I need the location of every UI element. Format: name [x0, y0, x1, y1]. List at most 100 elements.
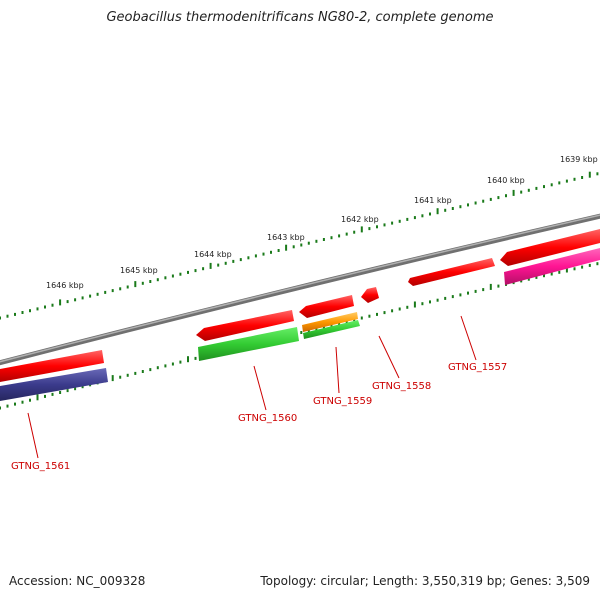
- gene-arrow-1557[interactable]: [408, 258, 495, 286]
- gene-bar-magenta[interactable]: [504, 248, 600, 285]
- kbp-label: 1642 kbp: [341, 215, 379, 224]
- gene-label-1558[interactable]: GTNG_1558: [372, 381, 431, 392]
- minor-tick: [119, 375, 122, 379]
- major-tick: [489, 283, 492, 290]
- accession-text: Accession: NC_009328: [9, 574, 146, 588]
- minor-tick: [527, 277, 530, 281]
- minor-tick: [247, 256, 250, 260]
- major-tick: [360, 226, 363, 233]
- leader-line-1558: [378, 335, 400, 379]
- minor-tick: [89, 294, 92, 298]
- genome-backbone: [0, 213, 600, 366]
- minor-tick: [573, 177, 576, 181]
- major-tick: [436, 208, 439, 215]
- major-tick: [134, 281, 137, 288]
- minor-tick: [527, 188, 530, 192]
- minor-tick: [224, 261, 227, 265]
- forward-strand-genes: [0, 229, 600, 382]
- kbp-labels: 1639 kbp 1640 kbp 1641 kbp 1642 kbp 1643…: [46, 155, 598, 290]
- minor-tick: [141, 281, 144, 285]
- minor-tick: [44, 305, 46, 309]
- minor-tick: [44, 394, 46, 398]
- gene-bar-1559-orange[interactable]: [302, 312, 358, 332]
- minor-tick: [21, 400, 24, 404]
- gene-label-1559[interactable]: GTNG_1559: [313, 396, 372, 407]
- minor-tick: [429, 300, 431, 304]
- minor-tick: [421, 214, 424, 218]
- kbp-label: 1640 kbp: [487, 176, 525, 185]
- gene-label-1561[interactable]: GTNG_1561: [11, 461, 70, 472]
- minor-tick: [520, 279, 523, 283]
- gene-bar-1561-purple[interactable]: [0, 368, 108, 401]
- gene-arrow-1556[interactable]: [500, 229, 600, 266]
- minor-tick: [292, 245, 295, 249]
- gene-arrow-1558[interactable]: [361, 287, 379, 303]
- minor-tick: [149, 368, 152, 372]
- minor-tick: [21, 311, 24, 314]
- minor-tick: [171, 274, 174, 278]
- minor-tick: [581, 265, 584, 269]
- minor-tick: [413, 216, 416, 220]
- major-tick: [111, 375, 114, 382]
- major-tick: [512, 189, 515, 196]
- minor-tick: [14, 312, 16, 316]
- minor-tick: [581, 176, 584, 179]
- minor-tick: [558, 270, 561, 274]
- kbp-label: 1641 kbp: [414, 196, 452, 205]
- minor-tick: [489, 197, 492, 201]
- gene-bar-1560-green[interactable]: [198, 327, 299, 361]
- gene-bar-1559-green[interactable]: [303, 320, 360, 339]
- minor-tick: [376, 312, 378, 316]
- major-tick: [59, 299, 62, 306]
- minor-tick: [573, 267, 576, 271]
- minor-tick: [353, 230, 356, 234]
- minor-tick: [202, 267, 205, 271]
- minor-tick: [134, 371, 137, 375]
- kbp-label: 1645 kbp: [120, 266, 158, 275]
- major-tick: [565, 266, 568, 273]
- backbone-highlight: [0, 214, 600, 363]
- gene-arrow-1559-fwd[interactable]: [299, 295, 354, 318]
- minor-tick: [444, 296, 447, 300]
- minor-tick: [451, 295, 454, 299]
- minor-tick: [156, 278, 159, 282]
- minor-tick: [307, 241, 310, 245]
- minor-tick: [596, 172, 599, 176]
- minor-tick: [383, 311, 386, 315]
- gene-arrow-1561-fwd[interactable]: [0, 350, 104, 382]
- minor-tick: [179, 360, 182, 364]
- leader-line-1560: [253, 365, 267, 411]
- kbp-label: 1644 kbp: [194, 250, 232, 259]
- minor-tick: [360, 316, 363, 320]
- minor-tick: [81, 296, 84, 300]
- outer-tick-scale: [0, 171, 599, 320]
- major-tick: [413, 301, 416, 308]
- minor-tick: [497, 284, 500, 288]
- minor-tick: [0, 406, 1, 410]
- gene-label-1560[interactable]: GTNG_1560: [238, 413, 297, 424]
- minor-tick: [126, 285, 129, 289]
- minor-tick: [232, 259, 235, 263]
- minor-tick: [436, 298, 439, 302]
- minor-tick: [429, 212, 431, 216]
- minor-tick: [550, 272, 553, 276]
- gene-arrow-1560-fwd[interactable]: [196, 310, 294, 341]
- minor-tick: [535, 275, 538, 279]
- minor-tick: [194, 269, 197, 273]
- minor-tick: [588, 263, 591, 267]
- minor-tick: [51, 303, 54, 307]
- minor-tick: [391, 309, 394, 313]
- minor-tick: [315, 239, 318, 243]
- minor-tick: [74, 387, 77, 391]
- minor-tick: [535, 186, 538, 190]
- minor-tick: [543, 185, 545, 189]
- kbp-label: 1643 kbp: [267, 233, 305, 242]
- minor-tick: [262, 252, 265, 256]
- minor-tick: [164, 364, 167, 368]
- minor-tick: [406, 305, 409, 309]
- minor-tick: [96, 292, 99, 296]
- gene-label-1557[interactable]: GTNG_1557: [448, 362, 507, 373]
- minor-tick: [459, 205, 462, 209]
- minor-tick: [421, 302, 424, 306]
